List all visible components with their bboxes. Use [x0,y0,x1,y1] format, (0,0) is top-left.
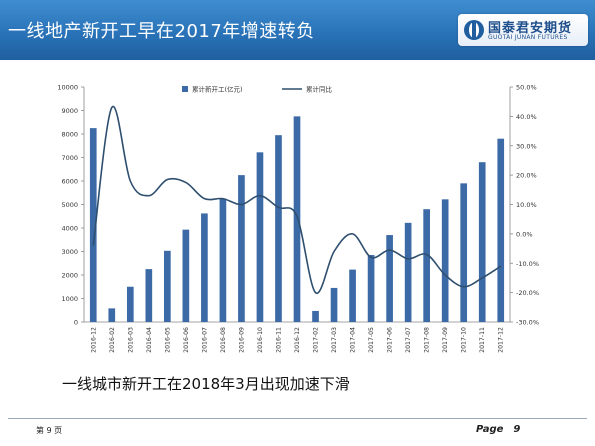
x-axis-tick-label: 2016-04 [146,327,153,353]
bar [89,128,97,322]
left-axis-tick-label: 7000 [61,154,78,162]
x-axis-tick-label: 2016-03 [127,327,134,353]
slide-title: 一线地产新开工早在2017年增速转负 [8,21,315,42]
legend-swatch-bars [182,86,188,92]
right-axis-tick-label: -30.0% [516,319,539,327]
bar [256,152,264,322]
right-axis-tick-label: 0.0% [516,230,533,238]
left-axis-tick-label: 9000 [61,107,78,115]
page-word: Page [476,424,504,435]
left-axis-tick-label: 0 [74,319,78,327]
bar [201,213,208,322]
x-axis-tick-label: 2016-06 [183,327,190,353]
logo-icon [464,20,484,40]
bar [330,287,338,322]
footer-page-number: Page 9 [476,424,520,435]
x-axis-tick-label: 2017-08 [424,327,431,353]
x-axis-tick-label: 2017-05 [368,327,375,353]
page-num: 9 [513,424,521,435]
bar [312,310,319,322]
footer-page-label: 第 9 页 [36,426,63,435]
x-axis-tick-label: 2017-07 [405,327,412,353]
legend-label-line: 累计同比 [306,85,333,94]
bar [219,198,227,322]
footer-divider [8,418,587,419]
right-axis-tick-label: 40.0% [516,113,537,121]
x-axis-tick-label: 2016-10 [257,327,264,353]
bar [367,255,375,322]
left-axis-tick-label: 4000 [61,225,78,233]
x-axis-tick-label: 2016-11 [275,327,282,353]
left-axis-tick-label: 3000 [61,248,78,256]
bar [349,269,356,322]
title-bar: 一线地产新开工早在2017年增速转负 国泰君安期货 GUOTAI JUNAN F… [0,0,595,60]
x-axis-tick-label: 2016-07 [201,327,208,353]
x-axis-tick-label: 2017-11 [479,327,486,353]
x-axis-tick-label: 2016-09 [238,327,245,353]
right-axis-tick-label: 20.0% [516,172,537,180]
bar [182,229,190,322]
logo-english-name: GUOTAI JUNAN FUTURES [488,34,568,41]
series-line-yoy [92,105,502,294]
x-axis-tick-label: 2016-12 [294,327,301,353]
x-axis-tick-label: 2016-02 [109,327,116,353]
bar [386,235,393,322]
company-logo: 国泰君安期货 GUOTAI JUNAN FUTURES [458,14,588,46]
slide-subtitle: 一线城市新开工在2018年3月出现加速下滑 [62,375,350,393]
x-axis-tick-label: 2016-05 [164,327,171,353]
x-axis-tick-label: 2016-12 [90,327,97,353]
bar [275,135,282,322]
x-axis-tick-label: 2017-12 [498,327,505,353]
left-axis-tick-label: 1000 [61,295,78,303]
bar [108,308,116,322]
x-axis-tick-label: 2017-09 [442,327,449,353]
x-axis-tick-label: 2017-10 [461,327,468,353]
left-axis-tick-label: 6000 [61,178,78,186]
x-axis-tick-label: 2017-03 [331,327,338,353]
bar [423,209,430,322]
bar [126,286,134,322]
left-axis-tick-label: 8000 [61,131,78,139]
right-axis-tick-label: 30.0% [516,142,537,150]
right-axis-tick-label: 50.0% [516,84,537,92]
right-axis-tick-label: -10.0% [516,260,539,268]
x-axis-tick-label: 2017-06 [387,327,394,353]
left-axis-tick-label: 10000 [57,84,78,92]
bar [441,199,449,322]
bar [164,250,171,322]
bar [404,222,412,322]
logo-name: 国泰君安期货 [488,21,573,36]
bar [238,175,245,322]
x-axis-tick-label: 2016-08 [220,327,227,353]
bar [145,269,153,322]
x-axis-tick-label: 2017-02 [313,327,320,353]
bar [478,162,486,322]
bar [293,116,301,322]
left-axis-tick-label: 5000 [61,201,78,209]
bar [460,183,468,322]
x-axis-tick-label: 2017-04 [350,327,357,353]
left-axis-tick-label: 2000 [61,272,78,280]
right-axis-tick-label: 10.0% [516,201,537,209]
bar [497,138,505,322]
legend-label-bars: 累计新开工(亿元) [192,85,243,94]
right-axis-tick-label: -20.0% [516,289,539,297]
